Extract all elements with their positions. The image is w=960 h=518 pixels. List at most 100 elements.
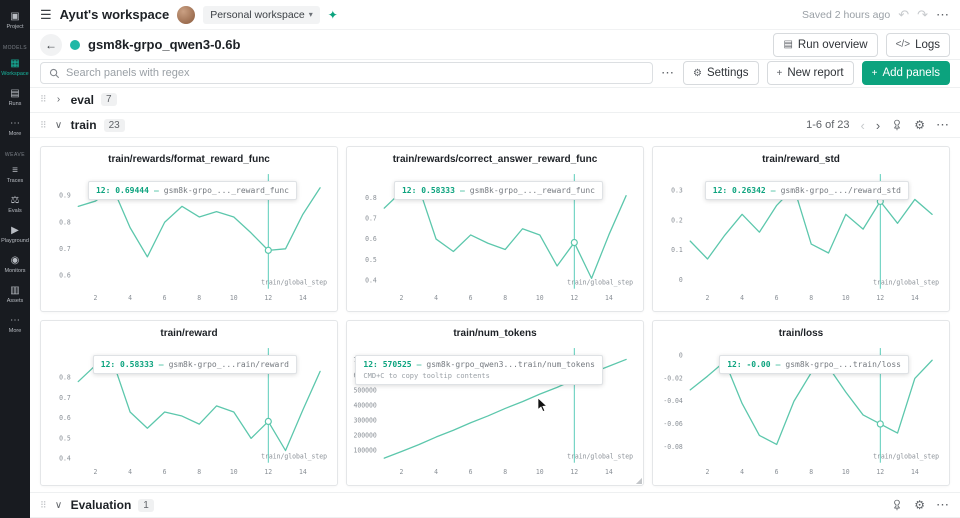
svg-text:12: 12 [876, 468, 884, 476]
workspace-selector[interactable]: Personal workspace ▾ [203, 5, 320, 24]
svg-text:6: 6 [469, 294, 473, 302]
chart-panel[interactable]: train/rewards/correct_answer_reward_func… [346, 146, 644, 313]
svg-text:0: 0 [679, 276, 683, 284]
panel-title: train/rewards/format_reward_func [108, 154, 270, 166]
svg-text:0.8: 0.8 [365, 194, 377, 202]
line-chart[interactable]: 0.4 0.5 0.6 0.7 0.8 2 4 6 8 10 12 14 train/global_st… [347, 169, 643, 309]
redo-icon[interactable]: ↷ [917, 6, 928, 22]
svg-text:train/global_step: train/global_step [261, 279, 327, 287]
section-more-button[interactable]: ⋯ [936, 497, 950, 513]
svg-text:4: 4 [740, 468, 744, 476]
svg-text:4: 4 [128, 294, 132, 302]
sidebar-item-evals[interactable]: ⚖ Evals [8, 195, 22, 214]
section-more-button[interactable]: ⋯ [936, 117, 950, 133]
sidebar-item-assets[interactable]: ▥ Assets [6, 285, 24, 304]
svg-text:0.3: 0.3 [671, 187, 683, 195]
settings-button[interactable]: ⚙ Settings [682, 61, 759, 86]
svg-text:4: 4 [128, 468, 132, 476]
sidebar-item-project[interactable]: ▣ Project [6, 11, 24, 30]
header: ☰ Ayut's workspace Personal workspace ▾ … [30, 0, 960, 31]
svg-text:300000: 300000 [354, 417, 377, 425]
svg-text:8: 8 [197, 294, 201, 302]
svg-text:10: 10 [842, 468, 850, 476]
header-more-button[interactable]: ⋯ [936, 6, 950, 22]
sidebar-item-traces[interactable]: ≡ Traces [6, 165, 24, 184]
undo-icon[interactable]: ↶ [898, 6, 910, 22]
chart-panel[interactable]: train/rewards/format_reward_func 0.6 0.7 0… [40, 146, 338, 313]
series-line-icon: — [158, 360, 164, 370]
series-line-icon: — [416, 360, 422, 370]
line-chart[interactable]: 0 0.1 0.2 0.3 2 4 6 8 10 12 14 train/global_step [653, 169, 949, 309]
page-next-icon[interactable]: › [875, 117, 881, 133]
chart-tooltip: 12: 0.58333 — gsm8k-grpo_..._reward_func [393, 181, 603, 201]
svg-text:2: 2 [94, 468, 98, 476]
resize-handle[interactable]: ◢ [635, 476, 642, 486]
series-line-icon: — [770, 186, 776, 196]
drag-handle-icon[interactable]: ⠿ [40, 119, 47, 130]
run-color-dot [70, 39, 80, 50]
section-evaluation-count: 1 [138, 498, 154, 512]
chart-panel[interactable]: train/reward 0.4 0.5 0.6 0.7 0.8 2 4 6 8 10 12 14 tr… [40, 320, 338, 487]
sidebar-section-label: MODELS [2, 45, 28, 51]
tooltip-value: 12: 0.26342 [712, 186, 766, 196]
svg-text:12: 12 [264, 294, 272, 302]
sidebar-item-runs[interactable]: ▤ Runs [8, 88, 22, 107]
run-header: ← gsm8k-grpo_qwen3-0.6b ▤ Run overview <… [30, 30, 960, 61]
search-input[interactable] [66, 67, 644, 80]
sidebar-item-monitors[interactable]: ◉ Monitors [4, 255, 26, 274]
search-icon [49, 68, 60, 79]
svg-text:12: 12 [876, 294, 884, 302]
plus-icon: + [871, 67, 878, 79]
logs-button[interactable]: </> Logs [885, 32, 950, 57]
chevron-right-icon[interactable]: › [56, 94, 61, 106]
svg-text:0.9: 0.9 [59, 192, 71, 200]
sidebar-item-playground[interactable]: ▶ Playground [1, 225, 29, 244]
chart-panel[interactable]: train/reward_std 0 0.1 0.2 0.3 2 4 6 8 10 12 14 tra… [652, 146, 950, 313]
drag-handle-icon[interactable]: ⠿ [40, 94, 47, 105]
sparkle-icon[interactable]: ✦ [327, 7, 338, 22]
new-report-label: New report [787, 67, 844, 80]
avatar[interactable] [177, 5, 196, 24]
chevron-down-icon[interactable]: ∨ [54, 499, 63, 511]
new-report-button[interactable]: + New report [766, 61, 854, 86]
svg-text:4: 4 [434, 294, 438, 302]
toolbar-more-button[interactable]: ⋯ [660, 65, 675, 81]
run-overview-button[interactable]: ▤ Run overview [773, 32, 878, 57]
pin-icon[interactable] [891, 499, 903, 511]
sidebar-item-workspace[interactable]: ▦ Workspace [1, 58, 29, 77]
chart-panel[interactable]: train/num_tokens 100000 200000 300000 40000… [346, 320, 644, 487]
svg-text:0.6: 0.6 [365, 236, 377, 244]
svg-text:-0.06: -0.06 [663, 420, 682, 428]
gear-icon[interactable]: ⚙ [914, 118, 925, 133]
menu-icon[interactable]: ☰ [40, 7, 52, 23]
sidebar-item-more-weave[interactable]: ⋯ More [8, 315, 22, 334]
back-button[interactable]: ← [40, 33, 62, 56]
section-eval-title[interactable]: eval [70, 92, 94, 107]
svg-text:0.2: 0.2 [671, 217, 683, 225]
tooltip-run-name: gsm8k-grpo_...rain/reward [168, 360, 289, 370]
chevron-down-icon: ▾ [308, 10, 313, 20]
sidebar-section-label: WEAVE [4, 152, 26, 158]
svg-text:2: 2 [94, 294, 98, 302]
pin-icon[interactable] [891, 119, 903, 131]
chevron-down-icon[interactable]: ∨ [54, 119, 63, 131]
search-box[interactable] [40, 62, 653, 85]
panels-grid: train/rewards/format_reward_func 0.6 0.7 0… [30, 138, 960, 492]
chart-panel[interactable]: train/loss 0 -0.02 -0.04 -0.06 -0.08 2 4 6 8 10 12… [652, 320, 950, 487]
section-train-title[interactable]: train [70, 118, 97, 133]
section-evaluation: ⠿ ∨ Evaluation 1 ⚙ ⋯ [30, 492, 960, 518]
svg-text:14: 14 [605, 294, 613, 302]
chart-tooltip: 12: 0.58333 — gsm8k-grpo_...rain/reward [92, 355, 297, 375]
add-panels-label: Add panels [882, 67, 940, 80]
tooltip-run-name: gsm8k-grpo_qwen3...train/num_tokens [426, 360, 595, 370]
line-chart[interactable]: 0.4 0.5 0.6 0.7 0.8 2 4 6 8 10 12 14 train/global_st… [41, 343, 337, 483]
sidebar-item-more-models[interactable]: ⋯ More [8, 118, 22, 137]
add-panels-button[interactable]: + Add panels [861, 61, 950, 86]
svg-text:4: 4 [740, 294, 744, 302]
svg-text:8: 8 [197, 468, 201, 476]
page-prev-icon[interactable]: ‹ [860, 117, 865, 133]
svg-text:0.5: 0.5 [365, 256, 377, 264]
gear-icon[interactable]: ⚙ [914, 498, 925, 513]
section-evaluation-title[interactable]: Evaluation [70, 498, 132, 513]
drag-handle-icon[interactable]: ⠿ [40, 499, 47, 510]
